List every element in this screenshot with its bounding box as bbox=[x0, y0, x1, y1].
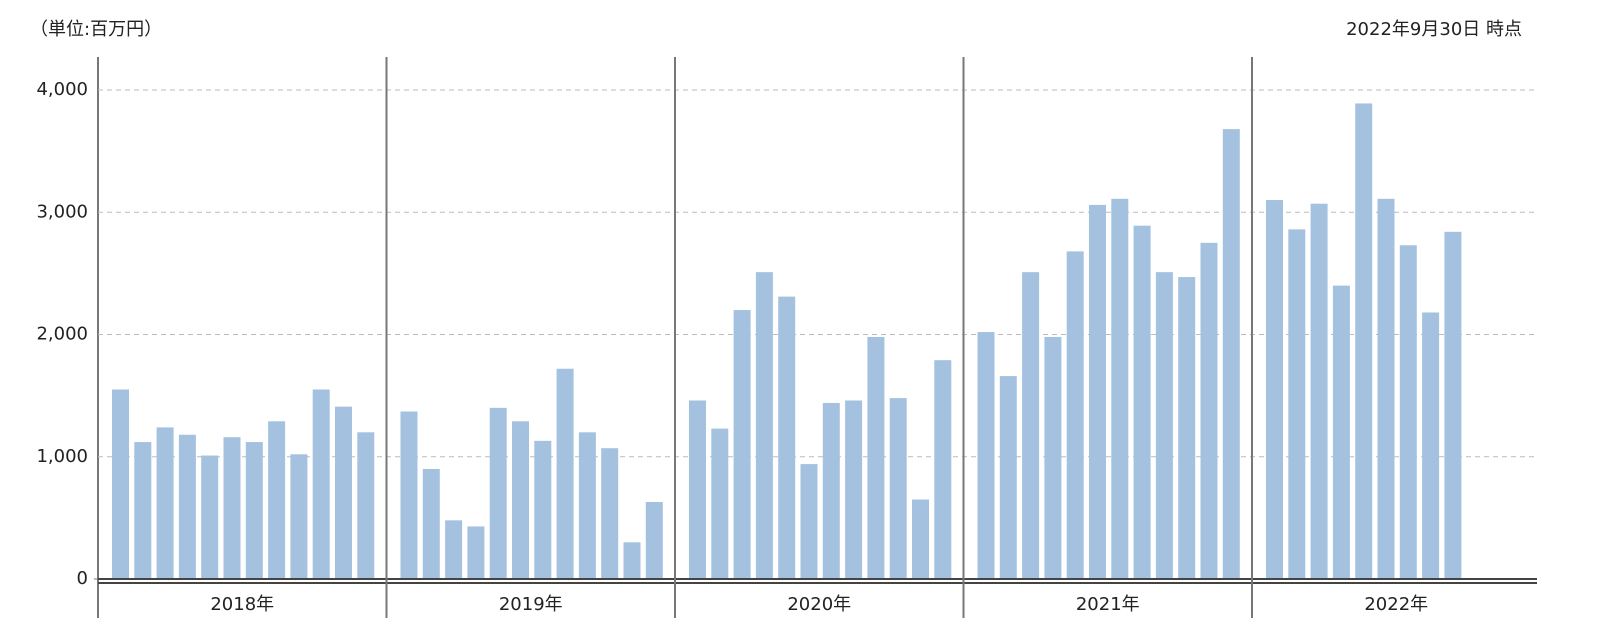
bar bbox=[999, 376, 1017, 578]
bar bbox=[601, 448, 619, 578]
bar bbox=[312, 389, 330, 578]
y-tick-label: 0 bbox=[77, 568, 88, 589]
bar bbox=[335, 406, 352, 578]
bar bbox=[733, 310, 751, 578]
bar bbox=[867, 336, 885, 578]
as-of-date: 2022年9月30日 時点 bbox=[1346, 19, 1522, 40]
y-tick-label: 2,000 bbox=[36, 324, 88, 345]
bar bbox=[1310, 203, 1328, 578]
bar bbox=[711, 428, 729, 578]
bar bbox=[534, 440, 552, 578]
bar bbox=[1066, 251, 1084, 578]
bar bbox=[112, 389, 129, 578]
bar bbox=[357, 432, 375, 578]
bar bbox=[1044, 336, 1062, 578]
y-tick-label: 4,000 bbox=[36, 79, 88, 100]
bar bbox=[822, 402, 840, 578]
bar bbox=[156, 427, 174, 578]
x-group-label: 2022年 bbox=[1364, 594, 1428, 615]
y-tick-label: 3,000 bbox=[36, 201, 88, 222]
bar bbox=[445, 520, 463, 578]
bar bbox=[778, 296, 796, 578]
bar bbox=[1444, 231, 1462, 578]
bar bbox=[556, 368, 574, 578]
x-group-label: 2020年 bbox=[787, 594, 851, 615]
x-group-label: 2021年 bbox=[1076, 594, 1140, 615]
y-tick-label: 1,000 bbox=[36, 446, 88, 467]
bar bbox=[977, 332, 995, 578]
bar bbox=[467, 526, 485, 578]
bar bbox=[223, 437, 241, 578]
bar bbox=[489, 407, 507, 578]
bar bbox=[1222, 129, 1240, 578]
bar bbox=[1133, 225, 1151, 578]
bar bbox=[912, 499, 929, 578]
bar bbox=[889, 398, 907, 578]
bar bbox=[290, 454, 308, 578]
bar bbox=[400, 411, 418, 578]
bar bbox=[1332, 285, 1350, 578]
bar bbox=[845, 400, 863, 578]
bar bbox=[1200, 242, 1218, 578]
bar bbox=[755, 272, 773, 578]
bar bbox=[201, 455, 219, 578]
bar bbox=[1266, 200, 1283, 578]
bar bbox=[1422, 312, 1440, 578]
bar bbox=[934, 360, 952, 578]
bar bbox=[1399, 245, 1417, 578]
bar bbox=[1178, 277, 1196, 578]
bar bbox=[1089, 204, 1106, 579]
bar bbox=[578, 432, 596, 578]
bar bbox=[422, 468, 440, 578]
unit-note: （単位:百万円） bbox=[30, 19, 162, 40]
bar bbox=[1155, 272, 1173, 578]
bar bbox=[1355, 103, 1373, 578]
bar bbox=[245, 442, 263, 578]
bar bbox=[1111, 198, 1129, 579]
bar bbox=[178, 434, 196, 578]
bar bbox=[800, 464, 818, 578]
bar bbox=[512, 421, 529, 578]
bar bbox=[689, 400, 706, 578]
bar bbox=[623, 542, 641, 578]
bar bbox=[645, 501, 663, 578]
bar bbox=[1022, 272, 1040, 578]
x-group-label: 2018年 bbox=[210, 594, 274, 615]
bar bbox=[268, 421, 286, 578]
x-group-label: 2019年 bbox=[499, 594, 563, 615]
bar bbox=[1377, 198, 1395, 579]
bar bbox=[134, 442, 152, 578]
bar bbox=[1288, 229, 1306, 579]
